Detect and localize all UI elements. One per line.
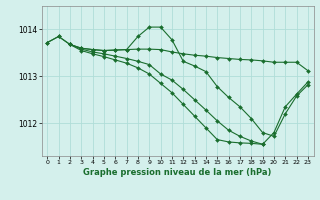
X-axis label: Graphe pression niveau de la mer (hPa): Graphe pression niveau de la mer (hPa) [84,168,272,177]
